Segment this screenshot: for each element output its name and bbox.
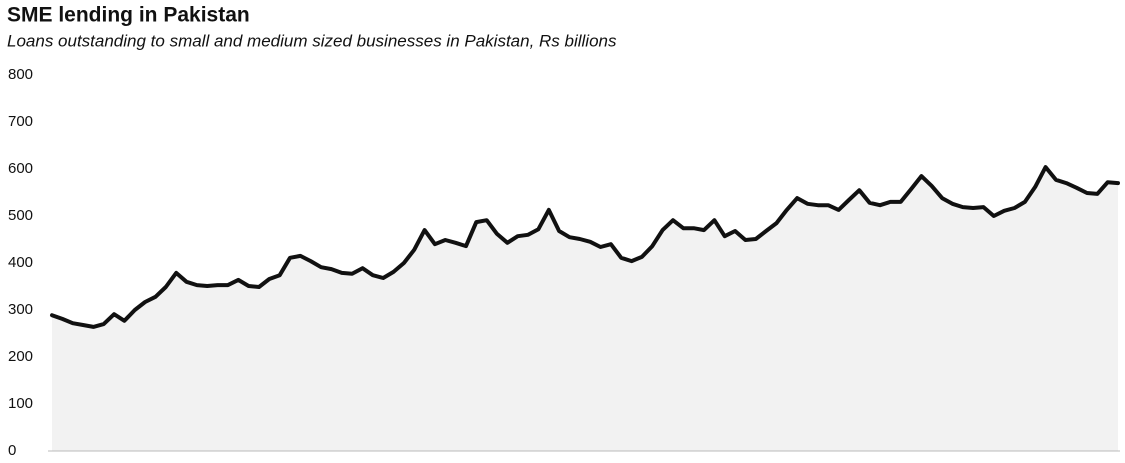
area (52, 167, 1118, 451)
chart-subtitle: Loans outstanding to small and medium si… (7, 31, 617, 50)
y-tick-label: 200 (8, 348, 33, 365)
y-tick-label: 500 (8, 207, 33, 224)
y-tick-label: 0 (8, 442, 16, 459)
y-tick-label: 600 (8, 160, 33, 177)
chart-title: SME lending in Pakistan (7, 4, 250, 27)
y-tick-label: 400 (8, 254, 33, 271)
y-tick-label: 300 (8, 301, 33, 318)
y-tick-label: 100 (8, 395, 33, 412)
y-tick-label: 700 (8, 113, 33, 130)
y-tick-label: 800 (8, 66, 33, 83)
line (50, 165, 1120, 329)
